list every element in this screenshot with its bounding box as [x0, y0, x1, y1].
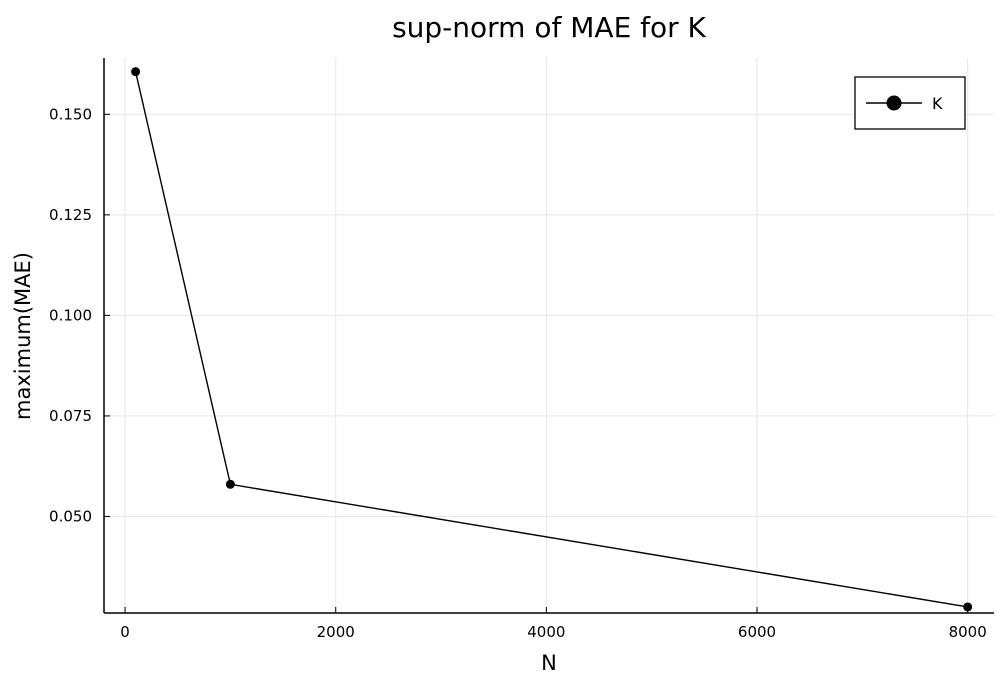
data-point	[963, 602, 973, 612]
legend: K	[854, 76, 966, 130]
grid	[104, 58, 994, 613]
y-tick-label: 0.050	[49, 507, 92, 525]
x-axis-title: N	[541, 651, 557, 675]
ticks: 0 2000 4000 6000 8000 0.050 0.075 0.100 0.125 0.1…	[49, 105, 987, 641]
legend-marker	[886, 95, 902, 111]
y-tick-label: 0.100	[49, 306, 92, 324]
legend-label-k: K	[932, 94, 943, 113]
axes	[103, 58, 994, 614]
y-tick-label: 0.125	[49, 206, 92, 224]
y-tick-label: 0.150	[49, 105, 92, 123]
x-tick-label: 8000	[949, 623, 987, 641]
x-tick-label: 0	[120, 623, 130, 641]
x-tick-label: 4000	[527, 623, 565, 641]
x-tick-label: 6000	[738, 623, 776, 641]
series	[131, 67, 973, 612]
x-tick-label: 2000	[317, 623, 355, 641]
y-axis-title: maximum(MAE)	[11, 252, 35, 420]
y-tick-label: 0.075	[49, 407, 92, 425]
data-point	[131, 67, 141, 77]
series-line-k	[134, 71, 968, 608]
chart-title: sup-norm of MAE for K	[392, 11, 706, 44]
data-point	[225, 479, 235, 489]
